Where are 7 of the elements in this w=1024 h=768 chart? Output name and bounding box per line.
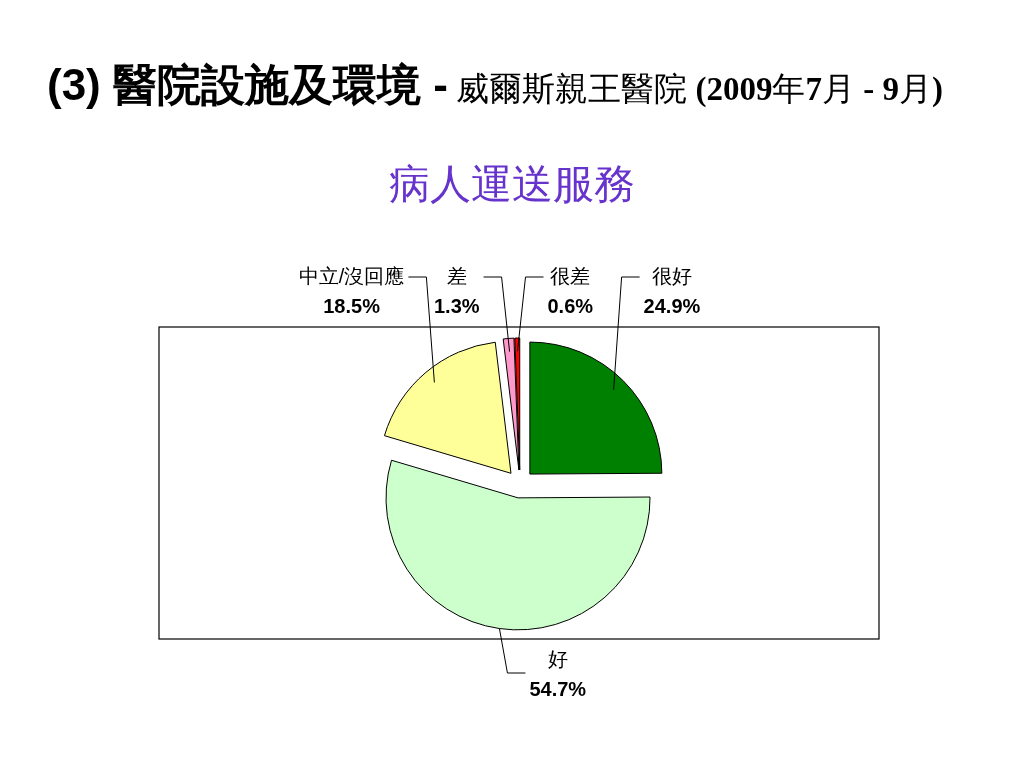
data-label: 好 54.7%: [529, 648, 587, 700]
data-label: 中立/沒回應 18.5%: [298, 265, 405, 317]
title: (3) 醫院設施及環境 - 威爾斯親王醫院 (2009年7月 - 9月): [47, 60, 943, 109]
subtitle: 病人運送服務: [389, 161, 635, 207]
data-label: 很差 0.6%: [547, 265, 594, 317]
data-label: 很好 24.9%: [643, 265, 701, 317]
data-label: 差 1.3%: [434, 265, 480, 317]
